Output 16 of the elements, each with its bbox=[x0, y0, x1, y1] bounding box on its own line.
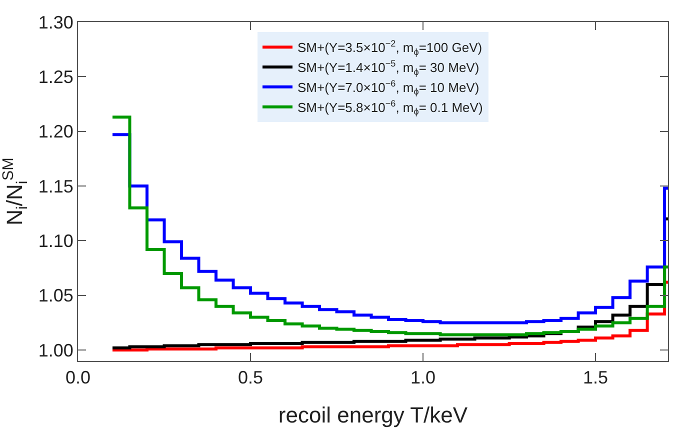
x-tick-label: 0.0 bbox=[65, 368, 91, 388]
x-tick-label: 1.0 bbox=[410, 368, 436, 388]
legend-label: SM+(Y=5.8×10$^{−6}$, m$_{ϕ}$= 0.1 MeV) bbox=[298, 98, 483, 117]
legend-label: SM+(Y=1.4×10$^{−5}$, m$_{ϕ}$= 30 MeV) bbox=[298, 58, 480, 77]
x-tick-label: 1.5 bbox=[583, 368, 608, 388]
legend-label: SM+(Y=3.5×10$^{−2}$, m$_{ϕ}$=100 GeV) bbox=[298, 38, 482, 57]
y-tick-label: 1.30 bbox=[38, 12, 74, 32]
x-tick-label: 0.5 bbox=[238, 368, 264, 388]
y-tick-label: 1.20 bbox=[38, 122, 74, 142]
legend-label: SM+(Y=7.0×10$^{−6}$, m$_{ϕ}$= 10 MeV) bbox=[298, 78, 480, 97]
y-tick-label: 1.10 bbox=[38, 231, 74, 252]
y-tick-label: 1.15 bbox=[38, 176, 74, 196]
y-tick-label: 1.25 bbox=[38, 66, 74, 87]
x-axis-title: recoil energy T/keV bbox=[278, 402, 468, 428]
y-tick-label: 1.00 bbox=[38, 340, 74, 360]
y-tick-label: 1.05 bbox=[38, 286, 74, 306]
